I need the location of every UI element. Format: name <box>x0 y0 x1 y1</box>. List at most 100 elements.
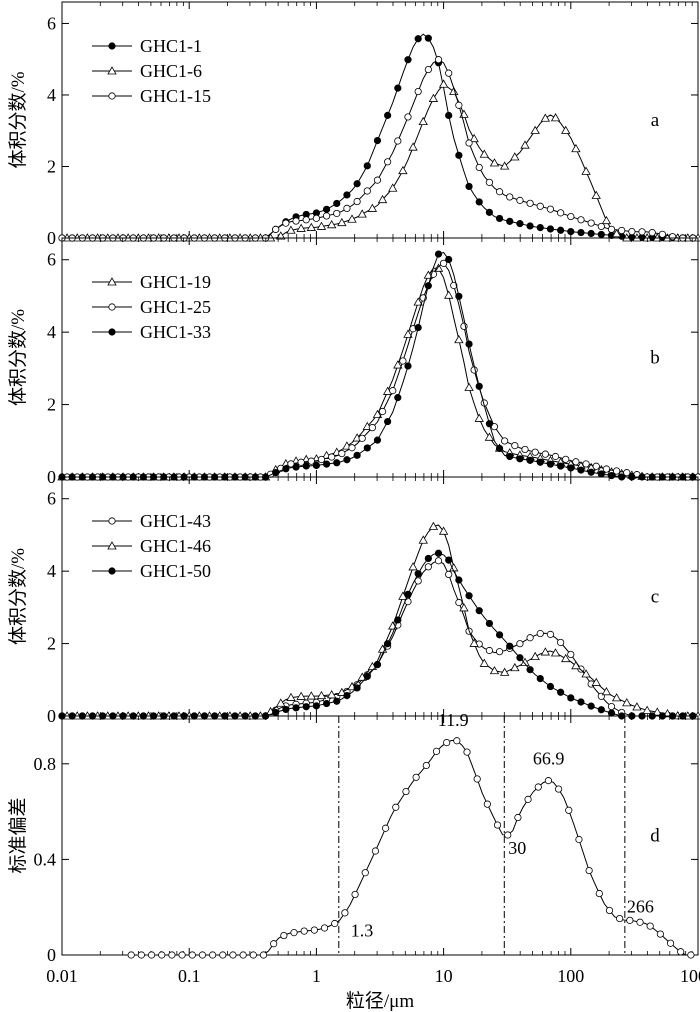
y-tick-label: 2 <box>47 156 56 176</box>
data-point <box>607 709 616 717</box>
data-point <box>418 535 428 544</box>
data-point <box>306 222 317 231</box>
data-point <box>403 329 413 338</box>
data-point <box>272 469 280 477</box>
data-point <box>239 951 247 959</box>
data-point <box>485 619 493 628</box>
data-point <box>229 951 237 959</box>
x-tick-label: 1 <box>312 966 321 986</box>
data-point <box>300 927 308 935</box>
data-point <box>373 176 382 184</box>
data-point <box>557 638 565 647</box>
data-point <box>404 362 412 370</box>
legend-label: GHC1-15 <box>140 86 211 106</box>
series-ghc1-15 <box>58 56 698 242</box>
data-point <box>414 323 422 332</box>
data-point <box>526 634 534 642</box>
data-point <box>384 158 392 166</box>
data-point <box>489 665 500 675</box>
data-point <box>445 111 453 120</box>
annotation-label: 30 <box>508 838 526 858</box>
data-point <box>565 806 573 814</box>
data-point <box>439 259 448 267</box>
data-point <box>506 217 514 225</box>
data-point <box>373 136 382 145</box>
data-point <box>607 225 616 233</box>
data-point <box>550 113 561 122</box>
data-point <box>445 69 453 77</box>
data-point <box>554 785 563 793</box>
data-point <box>516 220 524 228</box>
data-point <box>209 951 217 959</box>
legend-marker <box>108 92 116 100</box>
data-point <box>454 334 464 344</box>
data-point <box>626 916 634 924</box>
data-point <box>445 570 453 579</box>
data-point <box>567 694 575 702</box>
panel-c: 0 2 4 6 体积分数/% c GHC1-43 GHC1-46 GHC1-50 <box>7 476 700 726</box>
x-tick-label: 0.01 <box>46 966 78 986</box>
data-point <box>536 202 544 210</box>
data-point <box>443 290 454 299</box>
data-point <box>428 521 439 530</box>
data-point <box>506 452 514 461</box>
data-point <box>168 951 176 959</box>
data-point <box>632 702 642 711</box>
data-point <box>422 761 430 770</box>
data-point <box>623 469 631 477</box>
y-tick-label: 0 <box>47 467 56 487</box>
data-point <box>312 702 320 710</box>
y-tick-label: 0 <box>47 945 56 965</box>
data-point <box>561 653 571 663</box>
data-point <box>540 647 551 656</box>
data-point <box>445 255 453 264</box>
data-point <box>343 456 351 464</box>
data-point <box>455 101 463 109</box>
data-point <box>343 692 351 700</box>
data-point <box>465 592 473 600</box>
legend-label: GHC1-25 <box>140 297 211 317</box>
data-point <box>322 212 331 220</box>
data-point <box>394 616 402 624</box>
data-point <box>587 468 595 476</box>
y-tick-label: 6 <box>47 13 56 33</box>
legend-label: GHC1-50 <box>140 561 211 581</box>
annotation-label: 1.3 <box>351 920 374 940</box>
data-point <box>286 225 296 234</box>
data-point <box>470 366 478 374</box>
legend-label: GHC1-6 <box>140 61 202 81</box>
y-tick-label: 4 <box>47 85 56 105</box>
data-point <box>493 821 502 829</box>
data-point <box>394 394 402 402</box>
data-point <box>351 890 359 899</box>
data-point <box>605 906 614 915</box>
legend-label: GHC1-46 <box>140 536 211 556</box>
data-point <box>302 703 310 711</box>
data-point <box>638 228 646 236</box>
data-point <box>597 222 605 231</box>
data-point <box>469 638 479 647</box>
data-point <box>652 707 662 716</box>
data-point <box>317 455 326 464</box>
data-point <box>585 866 593 875</box>
data-point <box>577 466 585 474</box>
legend-marker <box>108 517 116 525</box>
data-point <box>287 460 295 468</box>
data-point <box>562 455 570 463</box>
data-point <box>648 229 656 237</box>
data-point <box>389 387 397 395</box>
data-point <box>312 214 320 222</box>
data-point <box>550 648 561 657</box>
data-point <box>316 221 327 230</box>
data-point <box>297 458 305 466</box>
data-point <box>536 629 544 638</box>
data-point <box>424 65 432 74</box>
panel-a: 0 2 4 6 体积分数/% a GHC1-1 GHC1-6 GHC1-15 <box>7 1 700 248</box>
data-point <box>557 688 565 696</box>
data-point <box>577 216 585 224</box>
data-point <box>249 951 257 959</box>
data-point <box>656 930 664 938</box>
data-point <box>622 698 632 707</box>
data-point <box>595 889 603 898</box>
data-point <box>581 166 591 175</box>
